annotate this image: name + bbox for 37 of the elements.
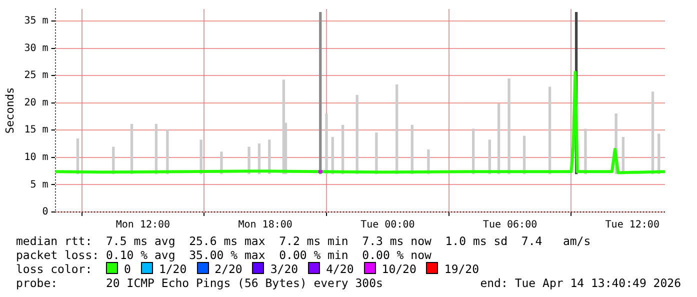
- bar: [375, 132, 378, 174]
- bar: [356, 94, 358, 174]
- y-axis-title: Seconds: [3, 87, 16, 134]
- bar: [548, 86, 552, 174]
- legend-label: 4/20: [325, 262, 354, 276]
- y-tick-label: 10 m: [24, 152, 48, 164]
- bar: [325, 113, 328, 174]
- bar: [319, 12, 322, 174]
- text: median rtt: 7.5 ms avg 25.6 ms max 7.2 ms min 7.3 ms now 1.0 ms sd 7.4 am/s: [16, 234, 591, 248]
- x-tick-label: Mon 18:00: [238, 220, 292, 231]
- legend-label: 2/20: [214, 262, 242, 276]
- y-tick-label: 15 m: [24, 124, 48, 136]
- text: probe: 20 ICMP Echo Pings (56 Bytes) every 300s: [16, 276, 383, 290]
- bar: [584, 128, 587, 174]
- bar: [497, 104, 500, 174]
- x-tick-label: Tue 00:00: [360, 220, 415, 231]
- y-tick-label: 30 m: [24, 42, 48, 54]
- y-tick-label: 0: [42, 206, 48, 218]
- x-tick-label: Tue 06:00: [482, 220, 538, 231]
- legend-label: 19/20: [443, 262, 480, 276]
- y-tick-label: 5 m: [30, 179, 48, 190]
- bar: [508, 78, 510, 174]
- bar: [651, 92, 654, 174]
- y-tick-label: 20 m: [24, 97, 48, 108]
- legend-label: 10/20: [380, 262, 416, 276]
- legend-label: 1/20: [158, 262, 187, 276]
- text: packet loss: 0.10 % avg 35.00 % max 0.00 % min 0.00 % now: [16, 248, 432, 262]
- x-tick-label: Mon 12:00: [116, 220, 170, 231]
- x-tick-label: Tue 12:00: [605, 220, 660, 231]
- text: end: Tue Apr 14 13:40:49 2026: [480, 276, 681, 290]
- bar: [396, 84, 398, 174]
- legend-title: loss color:: [16, 262, 94, 276]
- legend-label: 0: [123, 262, 131, 276]
- y-tick-label: 25 m: [24, 70, 48, 82]
- bar: [166, 130, 169, 174]
- legend-label: 3/20: [269, 262, 298, 276]
- y-tick-label: 35 m: [24, 16, 48, 27]
